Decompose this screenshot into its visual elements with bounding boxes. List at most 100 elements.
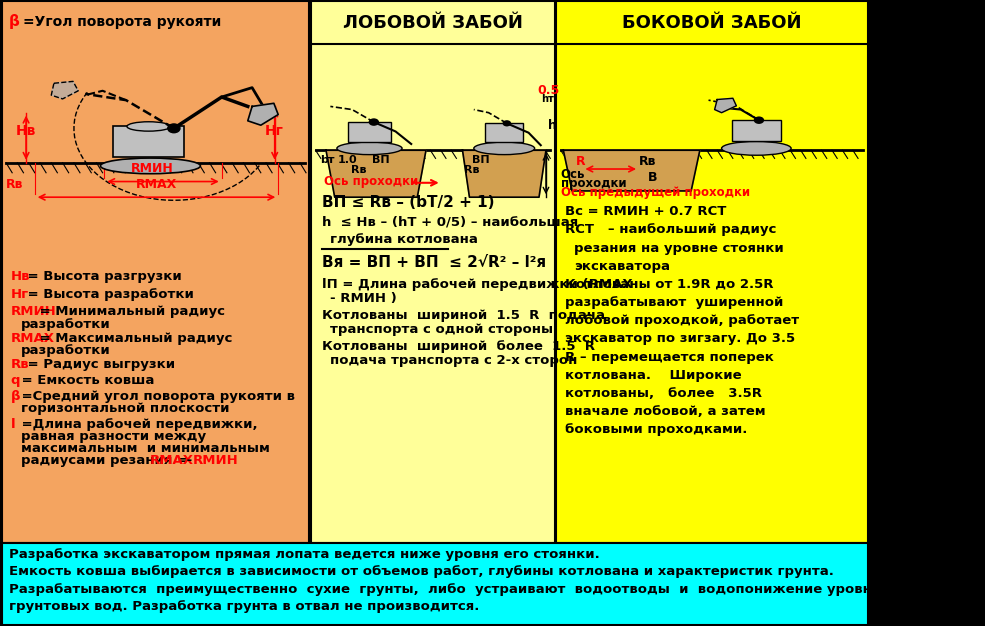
Text: hт: hт: [541, 94, 554, 104]
Text: экскаватора: экскаватора: [574, 260, 670, 273]
Text: Rв: Rв: [352, 165, 366, 175]
Text: β: β: [9, 14, 20, 29]
Text: Нг: Нг: [11, 288, 29, 301]
Text: транспорта с одной стороны: транспорта с одной стороны: [330, 324, 554, 336]
Text: = Максимальный радиус: = Максимальный радиус: [35, 332, 232, 345]
Text: проходки: проходки: [560, 177, 626, 190]
Text: q: q: [11, 374, 20, 387]
Bar: [311, 1, 555, 543]
Text: =Длина рабочей передвижки,: =Длина рабочей передвижки,: [17, 418, 257, 431]
Ellipse shape: [722, 141, 791, 155]
Text: = Радиус выгрузки: = Радиус выгрузки: [23, 358, 175, 371]
Ellipse shape: [100, 158, 200, 173]
Text: RМИН: RМИН: [131, 162, 173, 175]
Text: RМАХ: RМАХ: [150, 454, 193, 468]
Text: резания на уровне стоянки: резания на уровне стоянки: [574, 242, 783, 255]
Text: ЛОБОВОЙ ЗАБОЙ: ЛОБОВОЙ ЗАБОЙ: [343, 14, 523, 31]
Text: RМАХ: RМАХ: [11, 332, 54, 345]
Text: l: l: [11, 418, 15, 431]
Polygon shape: [326, 150, 426, 197]
Text: RСТ   – наибольший радиус: RСТ – наибольший радиус: [565, 223, 776, 237]
Text: 1.0: 1.0: [337, 155, 357, 165]
Bar: [2, 1, 309, 543]
Text: h: h: [548, 119, 557, 131]
Text: грунтовых вод. Разработка грунта в отвал не производится.: грунтовых вод. Разработка грунта в отвал…: [9, 600, 479, 613]
Text: глубина котлована: глубина котлована: [330, 233, 479, 247]
Text: разрабатывают  уширенной: разрабатывают уширенной: [565, 296, 783, 309]
Text: 0.5: 0.5: [537, 85, 559, 97]
Text: R – перемещается поперек: R – перемещается поперек: [565, 351, 774, 364]
Text: Ось предыдущей проходки: Ось предыдущей проходки: [560, 186, 750, 198]
Text: БОКОВОЙ ЗАБОЙ: БОКОВОЙ ЗАБОЙ: [623, 14, 802, 31]
Text: bт: bт: [320, 155, 335, 165]
Text: В: В: [648, 172, 657, 184]
Ellipse shape: [474, 142, 535, 155]
Bar: [113, 126, 184, 156]
Text: Вс = RМИН + 0.7 RСТ: Вс = RМИН + 0.7 RСТ: [565, 205, 727, 218]
Text: ВП ≤ Rв – (bТ/2 + 1): ВП ≤ Rв – (bТ/2 + 1): [322, 195, 494, 210]
Text: h  ≤ Нв – (hТ + 0/5) – наибольшая: h ≤ Нв – (hТ + 0/5) – наибольшая: [322, 216, 578, 229]
Text: разработки: разработки: [21, 318, 110, 331]
Text: максимальным  и минимальным: максимальным и минимальным: [21, 442, 270, 455]
Ellipse shape: [127, 121, 170, 131]
Polygon shape: [463, 150, 546, 197]
Text: Rв: Rв: [464, 165, 480, 175]
Text: котлована.    Широкие: котлована. Широкие: [565, 369, 742, 382]
Bar: [485, 123, 523, 142]
Text: Нв: Нв: [11, 270, 30, 284]
Text: котлованы,   более   3.5R: котлованы, более 3.5R: [565, 387, 762, 400]
Text: Вя = ВП + ВП  ≤ 2√R² – l²я: Вя = ВП + ВП ≤ 2√R² – l²я: [322, 255, 546, 270]
Circle shape: [167, 124, 180, 133]
Polygon shape: [563, 150, 699, 191]
Text: =Средний угол поворота рукояти в: =Средний угол поворота рукояти в: [17, 389, 295, 403]
Text: =Угол поворота рукояти: =Угол поворота рукояти: [24, 15, 222, 29]
Bar: [348, 122, 391, 142]
Circle shape: [368, 118, 379, 126]
Text: Котлованы  шириной  более  1.5  R: Котлованы шириной более 1.5 R: [322, 340, 595, 353]
Text: = Емкость ковша: = Емкость ковша: [17, 374, 154, 387]
Text: Нв: Нв: [16, 125, 36, 138]
Circle shape: [754, 116, 764, 124]
Text: -: -: [181, 454, 197, 468]
Text: горизонтальной плоскости: горизонтальной плоскости: [21, 402, 230, 415]
Ellipse shape: [337, 142, 402, 155]
Text: равная разности между: равная разности между: [21, 430, 206, 443]
Polygon shape: [715, 98, 737, 113]
Text: Rв: Rв: [6, 178, 24, 191]
Text: Ось: Ось: [560, 168, 585, 180]
Polygon shape: [51, 81, 78, 99]
Text: боковыми проходками.: боковыми проходками.: [565, 423, 748, 436]
Bar: [557, 1, 868, 543]
Text: RМИН: RМИН: [193, 454, 238, 468]
Text: RМИН: RМИН: [11, 305, 56, 319]
Polygon shape: [248, 103, 278, 125]
Bar: [2, 543, 868, 625]
Text: разработки: разработки: [21, 344, 110, 357]
Text: Котлованы  шириной  1.5  R  подача: Котлованы шириной 1.5 R подача: [322, 309, 605, 322]
Text: лобовой проходкой, работает: лобовой проходкой, работает: [565, 314, 799, 327]
Text: подача транспорта с 2-х сторон: подача транспорта с 2-х сторон: [330, 354, 578, 367]
Text: β: β: [11, 389, 20, 403]
Text: = Минимальный радиус: = Минимальный радиус: [35, 305, 226, 319]
Text: Rв: Rв: [11, 358, 29, 371]
Text: Емкость ковша выбирается в зависимости от объемов работ, глубины котлована и хар: Емкость ковша выбирается в зависимости о…: [9, 565, 833, 578]
Bar: [732, 120, 781, 141]
Text: Rв: Rв: [639, 155, 656, 168]
Text: - RМИН ): - RМИН ): [330, 292, 397, 305]
Circle shape: [502, 120, 511, 126]
Text: ВП: ВП: [472, 155, 490, 165]
Text: радиусами резания =: радиусами резания =: [21, 454, 192, 468]
Text: Нг: Нг: [265, 125, 284, 138]
Text: ВП: ВП: [372, 155, 390, 165]
Text: RМАХ: RМАХ: [136, 178, 177, 191]
Text: lП = Длина рабочей передвижки (RМАХ: lП = Длина рабочей передвижки (RМАХ: [322, 278, 632, 291]
Text: экскаватор по зигзагу. До 3.5: экскаватор по зигзагу. До 3.5: [565, 332, 795, 346]
Text: = Высота разгрузки: = Высота разгрузки: [23, 270, 181, 284]
Text: Котлованы от 1.9R до 2.5R: Котлованы от 1.9R до 2.5R: [565, 278, 773, 291]
Text: = Высота разработки: = Высота разработки: [23, 288, 194, 301]
Text: вначале лобовой, а затем: вначале лобовой, а затем: [565, 405, 765, 418]
Text: Разрабатываются  преимущественно  сухие  грунты,  либо  устраивают  водоотводы  : Разрабатываются преимущественно сухие гр…: [9, 583, 880, 596]
Text: Ось проходки: Ось проходки: [324, 175, 419, 188]
Text: Разработка экскаватором прямая лопата ведется ниже уровня его стоянки.: Разработка экскаватором прямая лопата ве…: [9, 548, 600, 561]
Text: R: R: [575, 155, 585, 168]
